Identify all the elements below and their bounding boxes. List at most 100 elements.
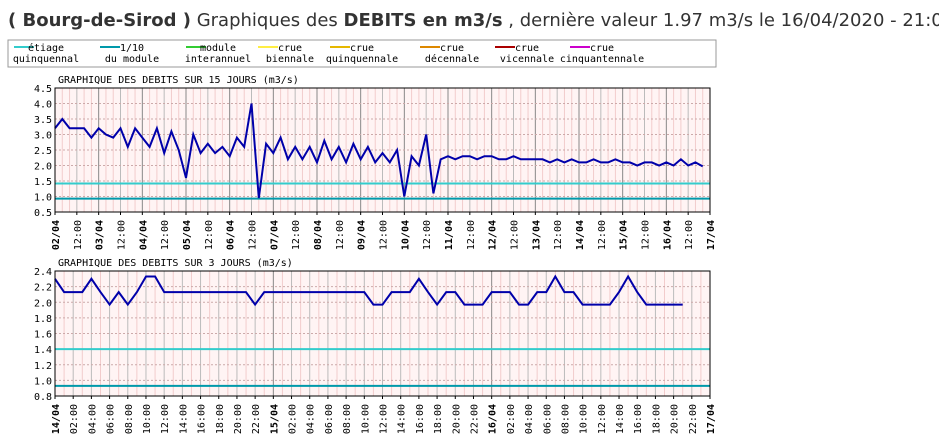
y-tick-label: 1.4 [34,345,52,356]
x-tick-label: 05/04 [182,220,193,250]
x-tick-label: 06:00 [106,404,117,434]
header-part: Graphiques des [196,10,338,31]
x-tick-label: 06:00 [324,404,335,434]
y-tick-label: 2.2 [34,283,52,294]
x-tick-label: 20:00 [451,404,462,434]
legend-label: cinquantennale [560,54,644,65]
header-part: DEBITS en m3/s [343,10,503,31]
legend-label: étiage [28,42,64,54]
y-tick-label: 3.0 [34,131,52,142]
x-tick-label: 08/04 [313,220,324,250]
x-tick-label: 12:00 [335,220,346,250]
x-tick-label: 15/04 [269,404,280,434]
legend-label: quinquennale [326,54,398,65]
x-tick-label: 17/04 [706,404,717,434]
x-tick-label: 02:00 [69,404,80,434]
y-tick-label: 2.5 [34,146,52,157]
x-tick-label: 02/04 [51,220,62,250]
x-tick-label: 15/04 [619,220,630,250]
x-tick-label: 12:00 [160,404,171,434]
x-tick-label: 18:00 [651,404,662,434]
chart-title: GRAPHIQUE DES DEBITS SUR 3 JOURS (m3/s) [58,258,293,269]
x-tick-label: 16/04 [488,404,499,434]
x-tick-label: 12:00 [117,220,128,250]
x-tick-label: 06:00 [542,404,553,434]
legend-label: biennale [266,54,314,65]
x-tick-label: 16:00 [415,404,426,434]
data-line [54,103,704,199]
x-tick-label: 02:00 [288,404,299,434]
y-tick-label: 3.5 [34,115,52,126]
x-tick-label: 06/04 [226,220,237,250]
y-tick-label: 4.5 [34,84,52,95]
x-tick-label: 17/04 [706,220,717,250]
chart-title: GRAPHIQUE DES DEBITS SUR 15 JOURS (m3/s) [58,75,299,86]
y-tick-label: 2.4 [34,267,52,278]
x-tick-label: 12:00 [204,220,215,250]
x-tick-label: 12:00 [684,220,695,250]
legend-label: vicennale [500,54,554,65]
x-tick-label: 10:00 [142,404,153,434]
x-tick-label: 12:00 [291,220,302,250]
x-tick-label: 20:00 [233,404,244,434]
x-tick-label: 22:00 [469,404,480,434]
x-tick-label: 16:00 [633,404,644,434]
x-tick-label: 10:00 [360,404,371,434]
legend-box [7,39,717,68]
x-tick-label: 18:00 [433,404,444,434]
x-tick-label: 12:00 [510,220,521,250]
y-tick-label: 1.8 [34,314,52,325]
y-tick-label: 0.8 [34,392,52,403]
x-tick-label: 08:00 [124,404,135,434]
legend-label: module [200,43,236,54]
x-tick-label: 14:00 [397,404,408,434]
legend-label: crue [515,43,539,54]
x-tick-label: 16/04 [662,220,673,250]
y-tick-label: 0.5 [34,208,52,219]
data-line [54,274,683,307]
y-tick-label: 1.2 [34,361,52,372]
x-tick-label: 02:00 [506,404,517,434]
x-tick-label: 14:00 [615,404,626,434]
y-tick-label: 2.0 [34,298,52,309]
x-tick-label: 14/04 [575,220,586,250]
legend-label: quinquennal [13,54,79,65]
y-tick-label: 1.5 [34,177,52,188]
legend-label: 1/10 [120,43,144,54]
header-part: , dernière valeur 1.97 m3/s le 16/04/202… [508,10,939,31]
x-tick-label: 04/04 [138,220,149,250]
x-tick-label: 22:00 [688,404,699,434]
x-tick-label: 12:00 [597,220,608,250]
y-tick-label: 4.0 [34,100,52,111]
x-tick-label: 04:00 [306,404,317,434]
x-tick-label: 12:00 [160,220,171,250]
x-tick-label: 12:00 [553,220,564,250]
legend-label: interannuel [185,54,251,65]
legend-label: décennale [425,53,479,65]
x-tick-label: 04:00 [524,404,535,434]
legend-label: crue [440,43,464,54]
x-tick-label: 12:00 [422,220,433,250]
y-tick-label: 1.0 [34,376,52,387]
x-tick-label: 12:00 [466,220,477,250]
x-tick-label: 16:00 [197,404,208,434]
legend-label: crue [590,43,614,54]
header-part: ( Bourg-de-Sirod ) [8,10,191,31]
x-tick-label: 08:00 [342,404,353,434]
x-tick-label: 03/04 [95,220,106,250]
x-tick-label: 14:00 [178,404,189,434]
y-tick-label: 2.0 [34,162,52,173]
plot-frame [54,270,711,397]
x-tick-label: 08:00 [560,404,571,434]
x-tick-label: 12:00 [379,404,390,434]
legend-label: crue [350,43,374,54]
x-tick-label: 12/04 [488,220,499,250]
legend-label: crue [278,43,302,54]
x-tick-label: 12:00 [248,220,259,250]
legend-label: du module [105,54,159,65]
x-tick-label: 04:00 [87,404,98,434]
x-tick-label: 12:00 [379,220,390,250]
x-tick-label: 12:00 [597,404,608,434]
y-tick-label: 1.6 [34,330,52,341]
header: ( Bourg-de-Sirod ) Graphiques des DEBITS… [8,10,939,31]
